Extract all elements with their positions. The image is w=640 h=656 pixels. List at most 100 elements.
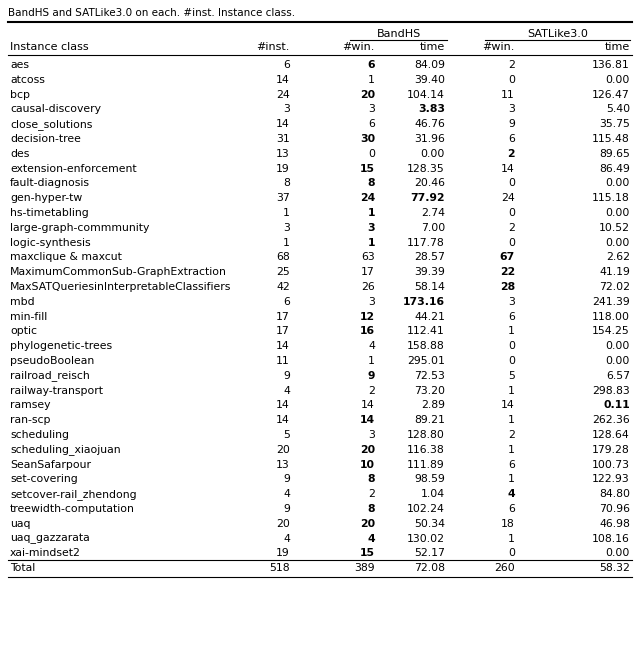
Text: MaxSATQueriesinInterpretableClassifiers: MaxSATQueriesinInterpretableClassifiers [10, 282, 232, 292]
Text: treewidth-computation: treewidth-computation [10, 504, 135, 514]
Text: Instance class: Instance class [10, 42, 88, 52]
Text: 77.92: 77.92 [410, 194, 445, 203]
Text: 5: 5 [508, 371, 515, 381]
Text: 389: 389 [355, 564, 375, 573]
Text: 0.00: 0.00 [605, 548, 630, 558]
Text: 118.00: 118.00 [592, 312, 630, 321]
Text: ramsey: ramsey [10, 400, 51, 411]
Text: 20: 20 [360, 519, 375, 529]
Text: causal-discovery: causal-discovery [10, 104, 101, 114]
Text: 30: 30 [360, 134, 375, 144]
Text: 67: 67 [500, 253, 515, 262]
Text: 24: 24 [276, 90, 290, 100]
Text: gen-hyper-tw: gen-hyper-tw [10, 194, 83, 203]
Text: 46.98: 46.98 [599, 519, 630, 529]
Text: 39.40: 39.40 [414, 75, 445, 85]
Text: 13: 13 [276, 149, 290, 159]
Text: 10: 10 [360, 460, 375, 470]
Text: 3: 3 [368, 104, 375, 114]
Text: 4: 4 [368, 341, 375, 351]
Text: 6: 6 [367, 60, 375, 70]
Text: 1: 1 [367, 237, 375, 248]
Text: 8: 8 [367, 178, 375, 188]
Text: 1: 1 [283, 237, 290, 248]
Text: 0.00: 0.00 [605, 75, 630, 85]
Text: time: time [605, 42, 630, 52]
Text: 89.65: 89.65 [599, 149, 630, 159]
Text: 116.38: 116.38 [407, 445, 445, 455]
Text: 18: 18 [501, 519, 515, 529]
Text: 2: 2 [508, 149, 515, 159]
Text: 28.57: 28.57 [414, 253, 445, 262]
Text: 111.89: 111.89 [407, 460, 445, 470]
Text: 0.00: 0.00 [605, 208, 630, 218]
Text: 44.21: 44.21 [414, 312, 445, 321]
Text: 20: 20 [360, 90, 375, 100]
Text: 14: 14 [276, 75, 290, 85]
Text: 100.73: 100.73 [592, 460, 630, 470]
Text: 4: 4 [367, 534, 375, 544]
Text: railroad_reisch: railroad_reisch [10, 371, 90, 381]
Text: 14: 14 [361, 400, 375, 411]
Text: 158.88: 158.88 [407, 341, 445, 351]
Text: 12: 12 [360, 312, 375, 321]
Text: 1: 1 [508, 327, 515, 337]
Text: 1: 1 [368, 75, 375, 85]
Text: 9: 9 [283, 371, 290, 381]
Text: #inst.: #inst. [257, 42, 290, 52]
Text: 25: 25 [276, 267, 290, 277]
Text: 295.01: 295.01 [407, 356, 445, 366]
Text: 72.02: 72.02 [599, 282, 630, 292]
Text: 13: 13 [276, 460, 290, 470]
Text: 128.64: 128.64 [592, 430, 630, 440]
Text: 9: 9 [283, 504, 290, 514]
Text: 31: 31 [276, 134, 290, 144]
Text: BandHS: BandHS [376, 29, 420, 39]
Text: 115.18: 115.18 [592, 194, 630, 203]
Text: 5.40: 5.40 [606, 104, 630, 114]
Text: 1: 1 [508, 415, 515, 425]
Text: optic: optic [10, 327, 37, 337]
Text: 84.80: 84.80 [599, 489, 630, 499]
Text: mbd: mbd [10, 297, 35, 307]
Text: 14: 14 [276, 119, 290, 129]
Text: 7.00: 7.00 [420, 223, 445, 233]
Text: atcoss: atcoss [10, 75, 45, 85]
Text: 3: 3 [368, 430, 375, 440]
Text: time: time [420, 42, 445, 52]
Text: 63: 63 [361, 253, 375, 262]
Text: 4: 4 [283, 489, 290, 499]
Text: 298.83: 298.83 [592, 386, 630, 396]
Text: 1.04: 1.04 [421, 489, 445, 499]
Text: 84.09: 84.09 [414, 60, 445, 70]
Text: 10.52: 10.52 [599, 223, 630, 233]
Text: 2: 2 [508, 223, 515, 233]
Text: 24: 24 [360, 194, 375, 203]
Text: 130.02: 130.02 [407, 534, 445, 544]
Text: 8: 8 [283, 178, 290, 188]
Text: 20: 20 [276, 445, 290, 455]
Text: 2: 2 [368, 489, 375, 499]
Text: 4: 4 [283, 386, 290, 396]
Text: ran-scp: ran-scp [10, 415, 51, 425]
Text: 8: 8 [367, 504, 375, 514]
Text: 17: 17 [361, 267, 375, 277]
Text: 2.89: 2.89 [421, 400, 445, 411]
Text: 19: 19 [276, 548, 290, 558]
Text: 0: 0 [508, 75, 515, 85]
Text: 98.59: 98.59 [414, 474, 445, 485]
Text: 14: 14 [276, 400, 290, 411]
Text: 11: 11 [276, 356, 290, 366]
Text: extension-enforcement: extension-enforcement [10, 163, 136, 174]
Text: 16: 16 [360, 327, 375, 337]
Text: 6: 6 [508, 312, 515, 321]
Text: 11: 11 [501, 90, 515, 100]
Text: 58.32: 58.32 [599, 564, 630, 573]
Text: #win.: #win. [483, 42, 515, 52]
Text: 260: 260 [494, 564, 515, 573]
Text: 14: 14 [501, 163, 515, 174]
Text: 17: 17 [276, 312, 290, 321]
Text: phylogenetic-trees: phylogenetic-trees [10, 341, 112, 351]
Text: 0: 0 [508, 356, 515, 366]
Text: 3: 3 [283, 223, 290, 233]
